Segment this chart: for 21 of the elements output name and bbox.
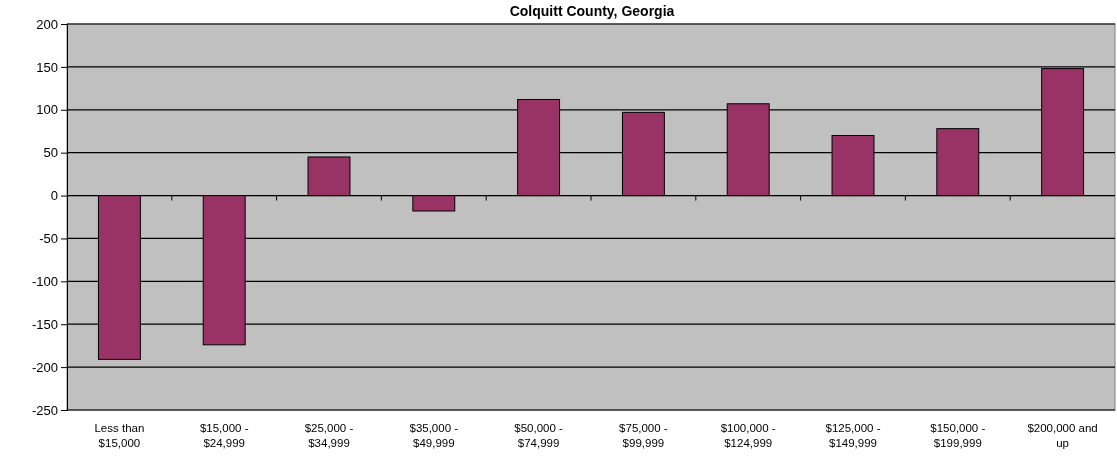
x-tick-label: $200,000 and up [1027, 422, 1098, 449]
x-tick-label: $125,000 - $149,999 [825, 422, 881, 449]
y-tick-label: 0 [50, 188, 58, 204]
x-tick-label: $75,000 - $99,999 [619, 422, 668, 449]
y-tick-label: 50 [43, 145, 58, 161]
x-tick-label: $35,000 - $49,999 [409, 422, 459, 449]
y-tick-label: -100 [31, 273, 58, 289]
y-tick-label: -250 [31, 402, 58, 418]
x-tick-label: Less than $15,000 [94, 422, 145, 449]
y-tick-label: -50 [39, 231, 58, 247]
y-tick-label: -200 [31, 359, 58, 375]
y-tick-label: 100 [36, 102, 58, 118]
y-tick-label: -150 [31, 316, 58, 332]
y-tick-label: 200 [36, 16, 58, 32]
x-tick-label: $100,000 - $124,999 [720, 422, 776, 449]
y-tick-label: 150 [36, 59, 58, 75]
x-tick-label: $150,000 - $199,999 [930, 422, 986, 449]
x-tick-label: $25,000 - $34,999 [304, 422, 354, 449]
x-tick-label: $15,000 - $24,999 [199, 422, 249, 449]
chart-title: Colquitt County, Georgia [509, 3, 675, 19]
x-tick-label: $50,000 - $74,999 [514, 422, 564, 449]
